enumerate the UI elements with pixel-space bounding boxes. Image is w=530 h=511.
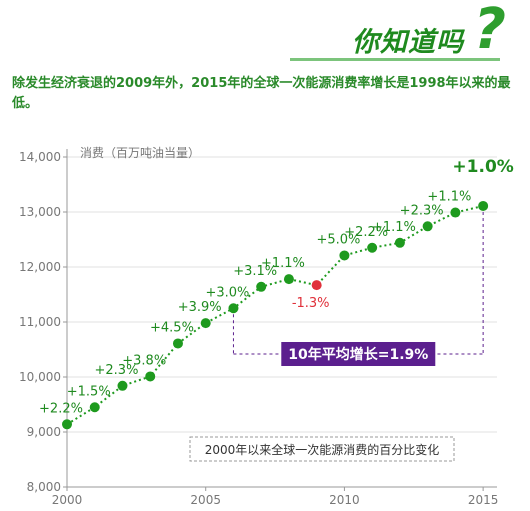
data-point-2005 xyxy=(200,318,211,329)
axes xyxy=(66,149,497,488)
change-label-2013: +2.3% xyxy=(400,203,444,218)
y-tick-label: 11,000 xyxy=(19,315,61,329)
data-point-2015 xyxy=(478,200,489,211)
data-point-2004 xyxy=(172,338,183,349)
change-label-2011: +2.2% xyxy=(344,225,388,240)
change-label-2008: +1.1% xyxy=(261,256,305,271)
x-tick-label: 2010 xyxy=(329,493,360,507)
y-tick-label: 14,000 xyxy=(19,150,61,164)
data-point-2009 xyxy=(311,280,322,291)
data-point-2003 xyxy=(145,371,156,382)
change-label-2002: +2.3% xyxy=(95,363,139,378)
x-tick-label: 2015 xyxy=(468,493,499,507)
change-label-2010: +5.0% xyxy=(316,232,360,247)
y-tick-label: 9,000 xyxy=(27,425,61,439)
header-underline xyxy=(290,58,500,61)
change-label-2006: +3.0% xyxy=(205,285,249,300)
data-point-2000 xyxy=(62,419,72,430)
header: 你知道吗 ? xyxy=(0,0,530,70)
y-tick-label: 13,000 xyxy=(19,205,61,219)
data-point-2010 xyxy=(339,250,350,261)
data-point-2014 xyxy=(450,207,461,218)
legend-box: 2000年以来全球一次能源消费的百分比变化 xyxy=(189,436,455,462)
y-tick-label: 10,000 xyxy=(19,370,61,384)
change-label-2004: +4.5% xyxy=(150,320,194,335)
series-line xyxy=(66,204,484,426)
grid-lines xyxy=(67,156,497,433)
change-label-2007: +3.1% xyxy=(233,264,277,279)
data-points xyxy=(62,200,489,430)
avg-label: 10年平均增长=1.9% xyxy=(288,346,428,363)
change-label-2001: +1.5% xyxy=(67,384,111,399)
change-label-2000: +2.2% xyxy=(39,401,83,416)
series-line-path xyxy=(66,204,484,426)
legend-text: 2000年以来全球一次能源消费的百分比变化 xyxy=(205,442,440,457)
change-label-2009: -1.3% xyxy=(292,296,330,311)
y-tick-labels: 8,000 9,000 10,000 11,000 12,000 13,000 14,000 xyxy=(19,150,67,494)
data-point-2008 xyxy=(283,274,294,285)
intro-text: 除发生经济衰退的2009年外，2015年的全球一次能源消费率增长是1998年以来… xyxy=(12,76,511,111)
question-mark-icon: ? xyxy=(473,0,506,62)
change-label-2012: +1.1% xyxy=(372,220,416,235)
x-tick-label: 2005 xyxy=(190,493,221,507)
avg-box xyxy=(281,342,436,366)
data-point-2002 xyxy=(117,380,128,391)
y-tick-label: 8,000 xyxy=(27,480,61,494)
data-point-2006 xyxy=(228,303,239,314)
change-label-2005: +3.9% xyxy=(178,300,222,315)
change-label-2003: +3.8% xyxy=(122,353,166,368)
average-growth-annotation: 10年平均增长=1.9% xyxy=(232,205,484,366)
x-tick-labels: 2000 2005 2010 2015 xyxy=(52,487,499,507)
data-point-2012 xyxy=(394,237,405,248)
data-point-2011 xyxy=(367,242,378,253)
change-label-2014: +1.1% xyxy=(427,190,471,205)
y-axis-label: 消费（百万吨油当量） xyxy=(80,146,200,160)
y-tick-label: 12,000 xyxy=(19,260,61,274)
data-point-2007 xyxy=(256,281,267,292)
data-point-2001 xyxy=(89,402,100,413)
x-tick-label: 2000 xyxy=(52,493,83,507)
data-point-2013 xyxy=(422,221,433,232)
change-labels: +2.2%+1.5%+2.3%+3.8%+4.5%+3.9%+3.0%+3.1%… xyxy=(39,157,514,416)
change-label-2015: +1.0% xyxy=(452,157,513,177)
badge-title: 你知道吗 xyxy=(352,27,464,58)
